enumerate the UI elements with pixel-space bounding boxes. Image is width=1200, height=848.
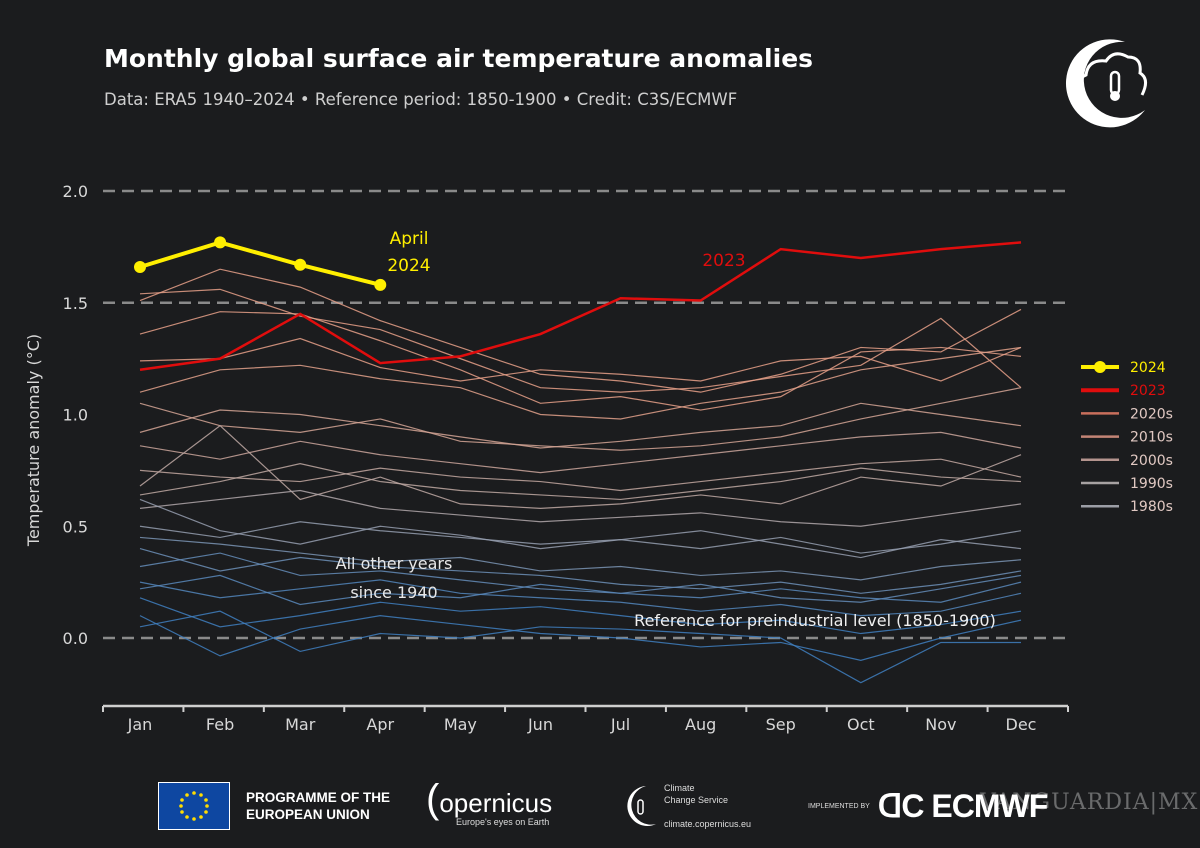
chart-subtitle: Data: ERA5 1940–2024 • Reference period:… <box>104 90 738 109</box>
other-year-line <box>139 387 1022 451</box>
c3s-logo: Climate Change Service climate.copernicu… <box>618 780 751 832</box>
x-tick-label: Feb <box>206 715 234 734</box>
y-tick-label: 1.0 <box>63 406 88 425</box>
x-tick-label: Jul <box>610 715 630 734</box>
x-tick-label: Nov <box>925 715 956 734</box>
other-year-line <box>139 268 1022 393</box>
eu-logo: PROGRAMME OF THE EUROPEAN UNION <box>158 780 390 832</box>
ecmwf-logo: IMPLEMENTED BY ᗡC ECMWF <box>808 780 1048 832</box>
ecmwf-icon: ᗡC <box>877 788 932 824</box>
other-year-line <box>139 458 1022 492</box>
x-tick-label: Jun <box>527 715 553 734</box>
series-2024-line <box>139 240 381 287</box>
x-tick-label: Dec <box>1006 715 1037 734</box>
legend-label: 2010s <box>1130 430 1173 446</box>
x-tick-label: Mar <box>285 715 316 734</box>
other-year-line <box>139 402 1022 449</box>
other-year-line <box>139 337 1022 382</box>
annotation-april-2: 2024 <box>387 256 430 276</box>
x-tick-label: Sep <box>766 715 796 734</box>
series-2024-point <box>134 260 146 273</box>
other-year-line <box>139 521 1022 554</box>
other-year-line <box>139 615 1022 661</box>
eu-line1: PROGRAMME OF THE <box>246 790 390 805</box>
x-tick-label: Oct <box>847 715 875 734</box>
copernicus-logo: (opernicus Europe's eyes on Earth <box>426 777 553 827</box>
other-year-line <box>139 548 1022 594</box>
eu-flag-icon <box>158 782 230 830</box>
other-year-line <box>139 579 1022 617</box>
legend-label: 1990s <box>1130 476 1173 492</box>
series-2024-point <box>214 236 227 249</box>
other-year-line <box>139 489 1022 527</box>
cloud-thermometer-icon <box>1065 39 1147 128</box>
x-tick-label: Apr <box>366 715 394 734</box>
y-tick-label: 1.5 <box>63 294 88 313</box>
other-year-line <box>139 597 1022 635</box>
other-year-line <box>139 536 1022 581</box>
chart-title: Monthly global surface air temperature a… <box>104 44 814 73</box>
annotation-others-2: since 1940 <box>350 583 437 602</box>
y-axis-label: Temperature anomaly (°C) <box>24 334 43 547</box>
legend: 2024 2023 2020s 2010s 2000s 1990s 1980s <box>1081 360 1173 515</box>
legend-label: 2020s <box>1130 406 1173 422</box>
legend-marker <box>1094 361 1106 373</box>
other-year-line <box>139 431 1022 474</box>
other-year-line <box>139 346 1022 420</box>
other-year-line <box>139 574 1022 606</box>
other-year-line <box>139 424 1022 509</box>
series-2023-line <box>139 241 1022 372</box>
legend-label: 2024 <box>1130 360 1166 376</box>
other-year-line <box>139 288 1022 393</box>
c3s-line2: Change Service <box>664 795 729 805</box>
c3s-line1: Climate <box>664 783 695 793</box>
y-tick-label: 0.0 <box>63 629 88 648</box>
x-tick-label: May <box>444 715 477 734</box>
watermark: VANGUARDIA|MX <box>980 790 1199 815</box>
other-year-line <box>139 311 1022 411</box>
x-tick-label: Aug <box>685 715 716 734</box>
y-tick-label: 2.0 <box>63 182 88 201</box>
implemented-by: IMPLEMENTED BY <box>808 802 870 810</box>
c3s-icon <box>627 786 656 826</box>
annotation-april-1: April <box>390 229 429 249</box>
copernicus-tagline: Europe's eyes on Earth <box>456 817 550 827</box>
series-2024-point <box>294 258 307 271</box>
other-year-line <box>139 552 1022 603</box>
other-year-line <box>139 498 1022 559</box>
other-year-line <box>139 610 1021 684</box>
series-2024-point <box>374 278 387 291</box>
other-year-line <box>139 463 1022 501</box>
annotation-2023: 2023 <box>702 251 745 271</box>
x-tick-label: Jan <box>127 715 153 734</box>
legend-label: 2000s <box>1130 453 1173 469</box>
copernicus-wordmark: opernicus <box>439 788 553 818</box>
legend-label: 2023 <box>1130 383 1166 399</box>
annotation-reference: Reference for preindustrial level (1850-… <box>634 611 996 630</box>
c3s-url: climate.copernicus.eu <box>664 819 752 829</box>
eu-line2: EUROPEAN UNION <box>246 807 370 822</box>
ecmwf-wordmark: ECMWF <box>931 788 1048 824</box>
other-years-lines <box>139 268 1022 684</box>
legend-label: 1980s <box>1130 499 1173 515</box>
y-tick-label: 0.5 <box>63 517 88 536</box>
annotation-others-1: All other years <box>336 554 453 573</box>
